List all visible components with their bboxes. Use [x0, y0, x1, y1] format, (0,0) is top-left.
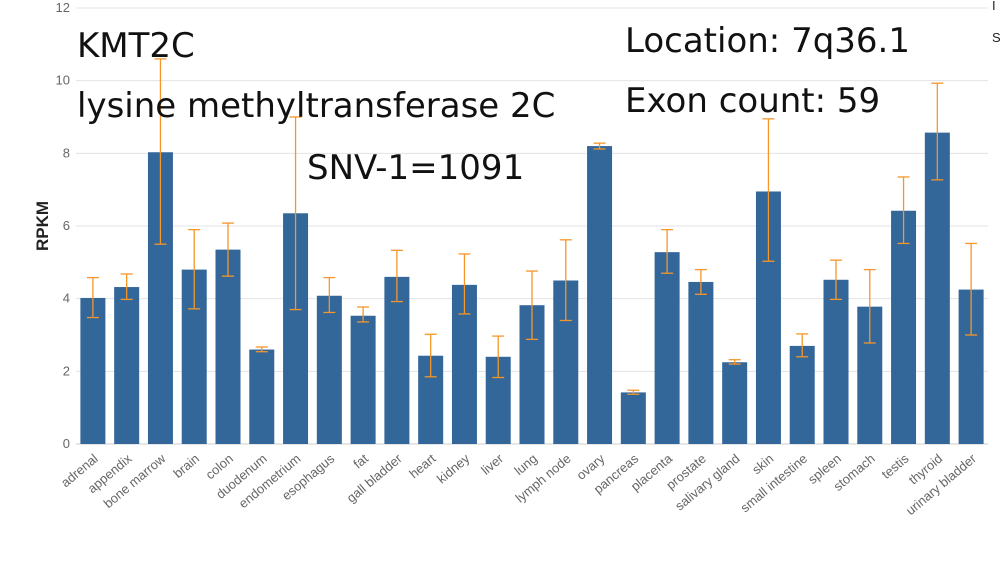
- error-bar: [188, 228, 201, 310]
- y-tick-label: 4: [63, 291, 70, 306]
- error-bar: [863, 268, 876, 344]
- error-bar: [661, 228, 674, 274]
- bar: [114, 287, 140, 444]
- gene-symbol: KMT2C: [77, 26, 195, 66]
- error-bar: [897, 176, 910, 245]
- error-bar: [931, 82, 944, 181]
- error-bar: [255, 346, 268, 353]
- y-tick-label: 0: [63, 436, 70, 451]
- bar: [384, 276, 410, 444]
- bar: [688, 281, 714, 444]
- bar: [823, 279, 849, 444]
- error-bar: [424, 333, 437, 378]
- bar: [924, 132, 950, 444]
- x-tick-label: heart: [406, 451, 439, 482]
- x-tick-label: brain: [170, 451, 202, 481]
- bar: [654, 252, 680, 444]
- error-bar: [289, 116, 302, 311]
- error-bar: [965, 242, 978, 336]
- error-bar: [154, 58, 167, 245]
- y-axis-label: RPKM: [33, 201, 52, 251]
- error-bar: [120, 273, 133, 301]
- y-tick-label: 2: [63, 363, 70, 378]
- error-bar: [762, 118, 775, 262]
- error-bar: [526, 270, 538, 341]
- error-bar: [492, 335, 505, 379]
- error-bar: [357, 306, 370, 323]
- y-tick-label: 10: [56, 73, 70, 88]
- y-tick-label: 6: [63, 218, 70, 233]
- x-tick-label: fat: [350, 451, 371, 472]
- bar: [891, 210, 917, 444]
- error-bar: [830, 259, 842, 301]
- bar: [587, 146, 613, 445]
- y-axis-ticks: 0 2 4 6 8 10 12: [56, 0, 70, 451]
- error-bar: [323, 276, 336, 314]
- gene-location: Location: 7q36.1: [625, 21, 910, 61]
- bars: [80, 132, 984, 445]
- x-tick-label: skin: [749, 451, 776, 477]
- error-bar: [694, 268, 707, 295]
- gene-name: lysine methyltransferase 2C: [77, 86, 555, 126]
- y-tick-label: 8: [63, 145, 70, 160]
- bar: [350, 315, 376, 444]
- error-bar: [593, 142, 606, 150]
- error-bar: [627, 389, 640, 395]
- y-tick-label: 12: [56, 0, 70, 15]
- bar: [789, 345, 815, 444]
- bar: [722, 362, 748, 444]
- error-bar: [390, 249, 403, 303]
- error-bar: [728, 359, 741, 365]
- edge-mark-second: S: [992, 30, 1001, 45]
- bar: [620, 392, 646, 444]
- x-tick-label: liver: [478, 450, 506, 477]
- exon-count: Exon count: 59: [625, 81, 880, 121]
- error-bar: [796, 333, 809, 358]
- error-bar: [559, 239, 572, 322]
- bar: [249, 349, 275, 444]
- error-bars: [86, 58, 978, 395]
- bar: [316, 295, 342, 444]
- error-bar: [222, 222, 234, 277]
- error-bar: [458, 253, 471, 315]
- snv-count: SNV-1=1091: [307, 148, 524, 188]
- bar: [215, 249, 241, 444]
- edge-mark-top: I: [992, 0, 996, 13]
- x-tick-label: kidney: [434, 450, 473, 486]
- error-bar: [86, 276, 99, 319]
- bar: [80, 297, 106, 444]
